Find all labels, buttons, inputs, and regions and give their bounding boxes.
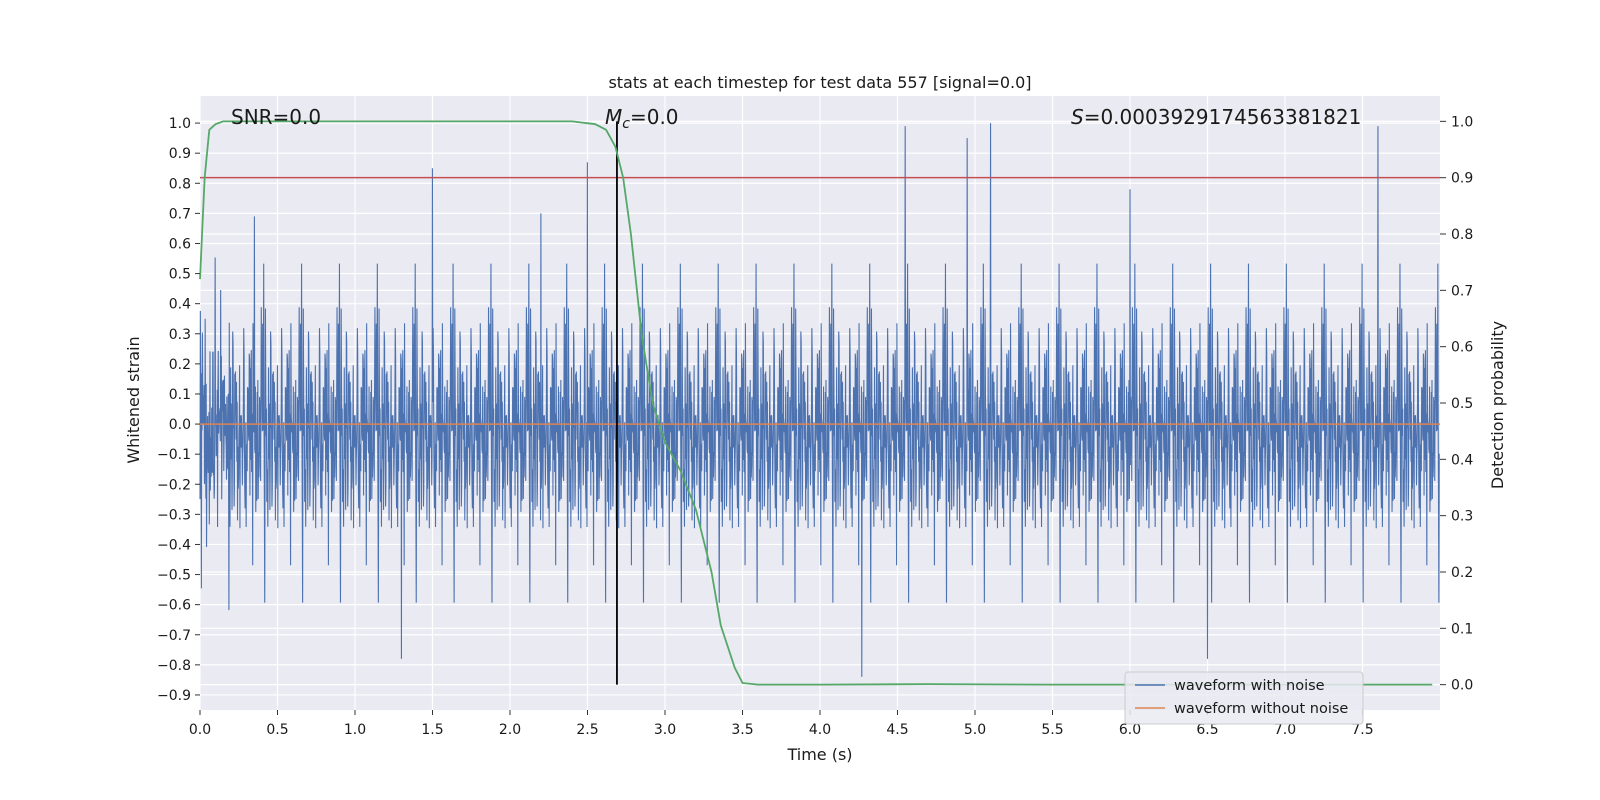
y2-tick-label: 0.5 xyxy=(1451,396,1473,412)
chirp-mass-symbol: M xyxy=(605,105,622,129)
y-tick-label: −0.4 xyxy=(157,537,191,553)
x-tick-label: 1.5 xyxy=(421,722,443,738)
plot-content xyxy=(199,120,1440,686)
y2-tick-label: 1.0 xyxy=(1451,114,1473,130)
y-tick-label: −0.6 xyxy=(157,598,191,614)
y-tick-label: −0.9 xyxy=(157,688,191,704)
y-tick-label: −0.1 xyxy=(157,447,191,463)
x-tick-label: 2.5 xyxy=(576,722,598,738)
y2-tick-label: 0.0 xyxy=(1451,678,1473,694)
y-tick-label: −0.2 xyxy=(157,477,191,493)
s-value: =0.0003929174563381821 xyxy=(1084,105,1362,129)
s-symbol: S xyxy=(1071,105,1084,129)
x-tick-label: 7.0 xyxy=(1274,722,1296,738)
legend-label-clean: waveform without noise xyxy=(1174,701,1348,717)
series-waveform-with-noise xyxy=(199,123,1440,677)
chart-title: stats at each timestep for test data 557… xyxy=(608,73,1031,92)
y2-tick-label: 0.7 xyxy=(1451,283,1473,299)
chirp-mass-annotation: Mc=0.0 xyxy=(605,105,679,132)
x-tick-label: 3.5 xyxy=(731,722,753,738)
x-tick-label: 7.5 xyxy=(1351,722,1373,738)
x-tick-label: 2.0 xyxy=(499,722,521,738)
y2-tick-label: 0.6 xyxy=(1451,340,1473,356)
series-detection-probability xyxy=(199,120,1433,686)
y-tick-label: 0.5 xyxy=(169,267,191,283)
y-tick-label: 0.9 xyxy=(169,146,191,162)
snr-annotation: SNR=0.0 xyxy=(231,105,321,129)
y2-tick-label: 0.2 xyxy=(1451,565,1473,581)
y-tick-label: −0.7 xyxy=(157,628,191,644)
y-tick-label: 0.6 xyxy=(169,236,191,252)
y-tick-label: 0.2 xyxy=(169,357,191,373)
x-tick-label: 4.0 xyxy=(809,722,831,738)
x-tick-label: 6.0 xyxy=(1119,722,1141,738)
y-tick-label: 0.3 xyxy=(169,327,191,343)
y-tick-label: 1.0 xyxy=(169,116,191,132)
y-tick-label: 0.4 xyxy=(169,297,191,313)
y-axis-ticks: 1.0 0.9 0.8 0.7 0.6 0.5 0.4 0.3 0.2 0.1 0.0 −0.1 −0.… xyxy=(157,116,200,704)
y-tick-label: −0.5 xyxy=(157,568,191,584)
y2-tick-label: 0.1 xyxy=(1451,621,1473,637)
x-tick-label: 4.5 xyxy=(886,722,908,738)
x-tick-label: 3.0 xyxy=(654,722,676,738)
x-axis-label: Time (s) xyxy=(786,745,852,764)
y-axis-label: Whitened strain xyxy=(124,336,143,463)
y-tick-label: 0.8 xyxy=(169,176,191,192)
x-axis-ticks: 0.0 0.5 1.0 1.5 2.0 2.5 3.0 3.5 4.0 4.5 5.0 5.5 6.0 6… xyxy=(189,710,1374,738)
y-tick-label: −0.8 xyxy=(157,658,191,674)
s-annotation: S=0.0003929174563381821 xyxy=(1071,105,1361,129)
x-tick-label: 1.0 xyxy=(344,722,366,738)
y2-tick-label: 0.9 xyxy=(1451,171,1473,187)
y-tick-label: 0.7 xyxy=(169,206,191,222)
y2-axis-ticks: 1.0 0.9 0.8 0.7 0.6 0.5 0.4 0.3 0.2 0.1 0.0 xyxy=(1440,114,1473,694)
y-tick-label: 0.0 xyxy=(169,417,191,433)
chirp-mass-subscript: c xyxy=(622,116,630,132)
x-tick-label: 6.5 xyxy=(1196,722,1218,738)
y2-tick-label: 0.3 xyxy=(1451,509,1473,525)
legend-label-noise: waveform with noise xyxy=(1174,678,1325,694)
y-tick-label: 0.1 xyxy=(169,387,191,403)
legend-box xyxy=(1124,671,1364,725)
x-tick-label: 5.5 xyxy=(1041,722,1063,738)
x-tick-label: 0.0 xyxy=(189,722,211,738)
y-tick-label: −0.3 xyxy=(157,507,191,523)
x-tick-label: 0.5 xyxy=(266,722,288,738)
y2-tick-label: 0.8 xyxy=(1451,227,1473,243)
legend: waveform with noise waveform without noi… xyxy=(1124,671,1364,725)
y2-axis-label: Detection probability xyxy=(1488,321,1507,489)
x-tick-label: 5.0 xyxy=(964,722,986,738)
y2-tick-label: 0.4 xyxy=(1451,452,1473,468)
chirp-mass-value: =0.0 xyxy=(630,105,679,129)
